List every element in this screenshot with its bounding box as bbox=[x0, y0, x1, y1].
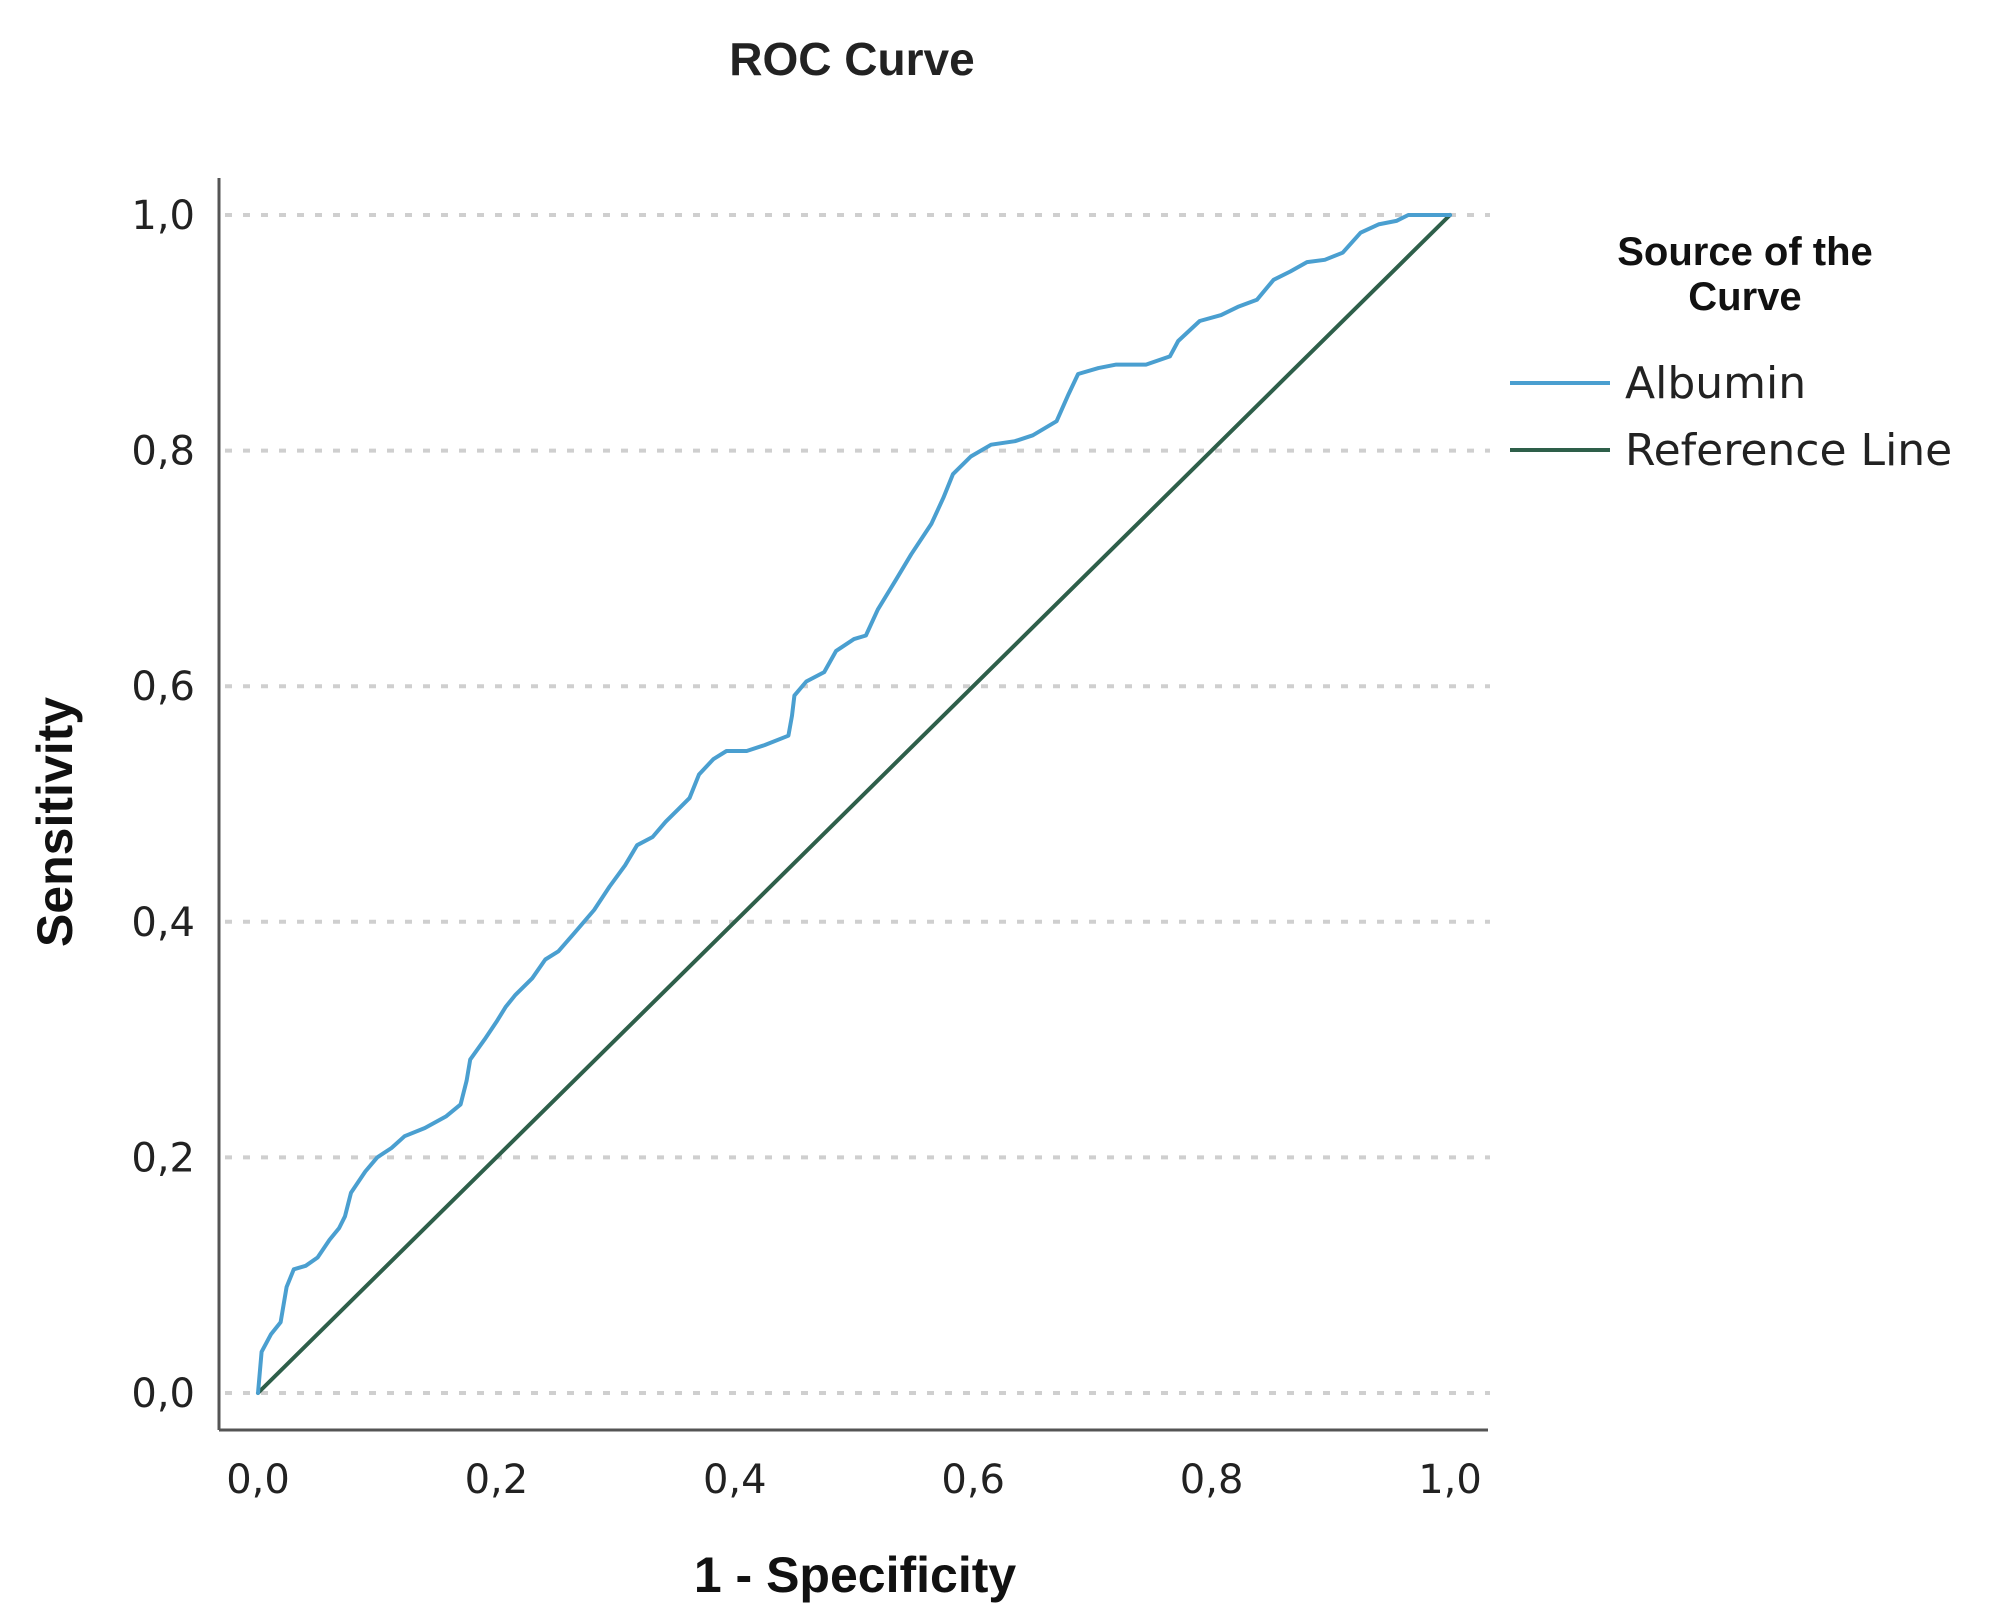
series-line-albumin bbox=[256, 213, 1452, 1395]
series-layer bbox=[256, 213, 1452, 1395]
y-tick-label: 0,8 bbox=[131, 429, 195, 475]
legend-title-line-1: Source of the bbox=[1617, 230, 1873, 274]
chart-title: ROC Curve bbox=[729, 33, 974, 85]
y-axis-label: Sensitivity bbox=[27, 697, 83, 947]
series-line-reference-line bbox=[256, 213, 1452, 1395]
legend-entries: Albumin Reference Line bbox=[1510, 358, 1952, 476]
legend-label-albumin: Albumin bbox=[1625, 358, 1806, 409]
y-tick-label: 0,2 bbox=[131, 1135, 195, 1181]
legend-label-reference-line: Reference Line bbox=[1625, 425, 1952, 476]
legend: Source of the Curve Albumin Reference Lin… bbox=[1510, 230, 1952, 476]
x-tick-label: 0,8 bbox=[1180, 1457, 1244, 1503]
x-tick-label: 0,6 bbox=[941, 1457, 1005, 1503]
y-tick-label: 0,6 bbox=[131, 664, 195, 710]
x-axis-label: 1 - Specificity bbox=[694, 1547, 1017, 1603]
y-tick-label: 0,0 bbox=[131, 1371, 195, 1417]
grid-lines bbox=[225, 213, 1490, 1395]
legend-title-line-2: Curve bbox=[1688, 275, 1801, 319]
x-tick-labels: 0,0 0,2 0,4 0,6 0,8 1,0 bbox=[226, 1457, 1482, 1503]
y-tick-label: 1,0 bbox=[131, 193, 195, 239]
x-tick-label: 0,0 bbox=[226, 1457, 290, 1503]
x-tick-label: 0,2 bbox=[465, 1457, 529, 1503]
x-tick-label: 1,0 bbox=[1418, 1457, 1482, 1503]
y-tick-labels: 0,0 0,2 0,4 0,6 0,8 1,0 bbox=[131, 193, 195, 1417]
y-tick-label: 0,4 bbox=[131, 900, 195, 946]
x-tick-label: 0,4 bbox=[703, 1457, 767, 1503]
